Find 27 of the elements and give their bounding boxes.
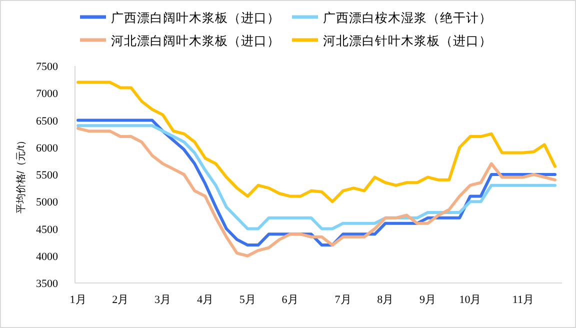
y-tick-label: 6500: [36, 115, 58, 128]
y-tick-label: 5500: [36, 170, 58, 182]
y-tick-label: 4000: [36, 250, 58, 263]
x-tick-label: 2月: [112, 294, 129, 306]
x-tick-label: 11月: [512, 294, 534, 306]
legend-label: 广西漂白桉木湿浆（绝干计）: [323, 11, 492, 25]
x-tick-label: 10月: [459, 294, 482, 306]
line-series: [76, 124, 556, 230]
x-tick-label: 9月: [420, 294, 436, 306]
x-tick-label: 6月: [282, 294, 298, 306]
y-tick-label: 4500: [36, 224, 58, 236]
y-tick-label: 7000: [36, 88, 58, 100]
y-tick-label: 5000: [36, 196, 58, 209]
x-tick-label: 3月: [154, 294, 172, 306]
y-tick-label: 6000: [36, 142, 58, 154]
y-tick-label: 7500: [36, 61, 58, 73]
x-tick-label: 5月: [239, 294, 256, 306]
x-tick-label: 4月: [196, 294, 214, 306]
line-series: [76, 80, 556, 204]
x-tick-label: 7月: [334, 294, 352, 306]
y-axis-title: 平均价格/（元/t）: [15, 135, 27, 214]
legend-label: 广西漂白阔叶木浆板（进口）: [111, 11, 280, 25]
x-tick-label: 1月: [70, 294, 86, 306]
legend-label: 河北漂白针叶木浆板（进口）: [323, 34, 492, 48]
x-tick-label: 8月: [377, 294, 394, 306]
legend-label: 河北漂白阔叶木浆板（进口）: [111, 34, 280, 48]
y-tick-label: 3500: [36, 278, 58, 290]
